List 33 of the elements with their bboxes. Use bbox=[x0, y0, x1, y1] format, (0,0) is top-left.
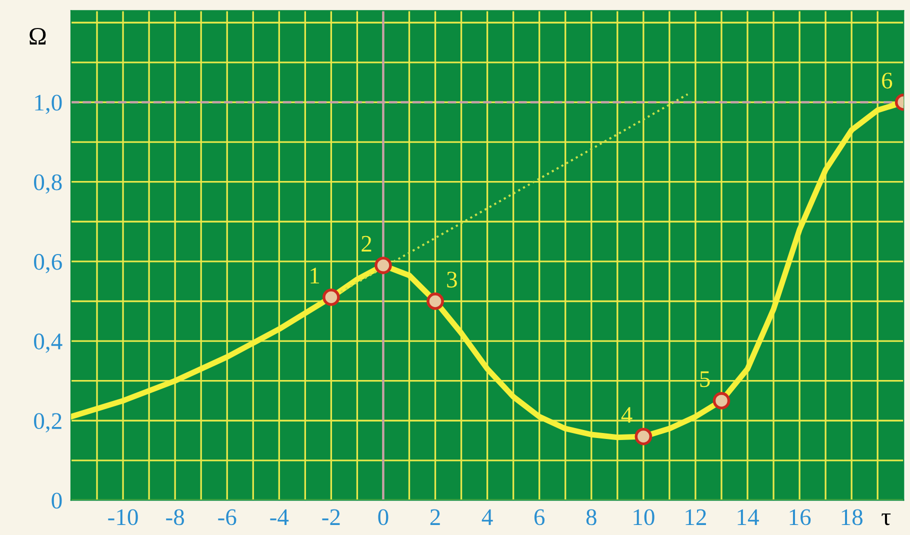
x-tick-label: 12 bbox=[686, 509, 706, 525]
point bbox=[712, 392, 730, 410]
point bbox=[426, 292, 444, 310]
x-tick-label: 2 bbox=[430, 509, 440, 525]
y-tick-label: 0,2 bbox=[34, 413, 62, 432]
annotation: 4 bbox=[621, 407, 632, 423]
y-tick-label: 0,6 bbox=[34, 254, 62, 274]
x-tick-label: 14 bbox=[738, 509, 759, 525]
x-tick-label: 16 bbox=[790, 509, 811, 526]
point bbox=[322, 288, 340, 306]
annotation: 2 bbox=[362, 236, 372, 252]
y-tick-label: 0 bbox=[52, 492, 62, 509]
annotation: 6 bbox=[882, 72, 892, 89]
x-tick-label: -2 bbox=[322, 509, 340, 525]
x-tick-label: 18 bbox=[842, 509, 862, 526]
x-tick-label: 8 bbox=[586, 509, 596, 526]
x-tick-label: 4 bbox=[482, 509, 493, 525]
x-tick-label: 6 bbox=[534, 509, 545, 526]
y-axis-title: Ω bbox=[30, 28, 46, 45]
point bbox=[634, 428, 652, 446]
x-axis-title: τ bbox=[882, 513, 891, 526]
x-tick-label: 0 bbox=[378, 509, 388, 526]
annotation: 1 bbox=[310, 268, 320, 284]
x-tick-label: -4 bbox=[270, 509, 289, 525]
y-tick-label: 1,0 bbox=[35, 94, 62, 114]
x-tick-label: -8 bbox=[166, 509, 184, 526]
point bbox=[374, 256, 392, 274]
x-tick-label: -10 bbox=[108, 509, 138, 526]
x-tick-label: -6 bbox=[218, 509, 236, 526]
y-tick-label: 0,4 bbox=[34, 334, 62, 353]
y-tick-label: 0,8 bbox=[34, 174, 62, 194]
x-tick-label: 10 bbox=[634, 509, 654, 526]
annotation: 3 bbox=[447, 272, 457, 288]
